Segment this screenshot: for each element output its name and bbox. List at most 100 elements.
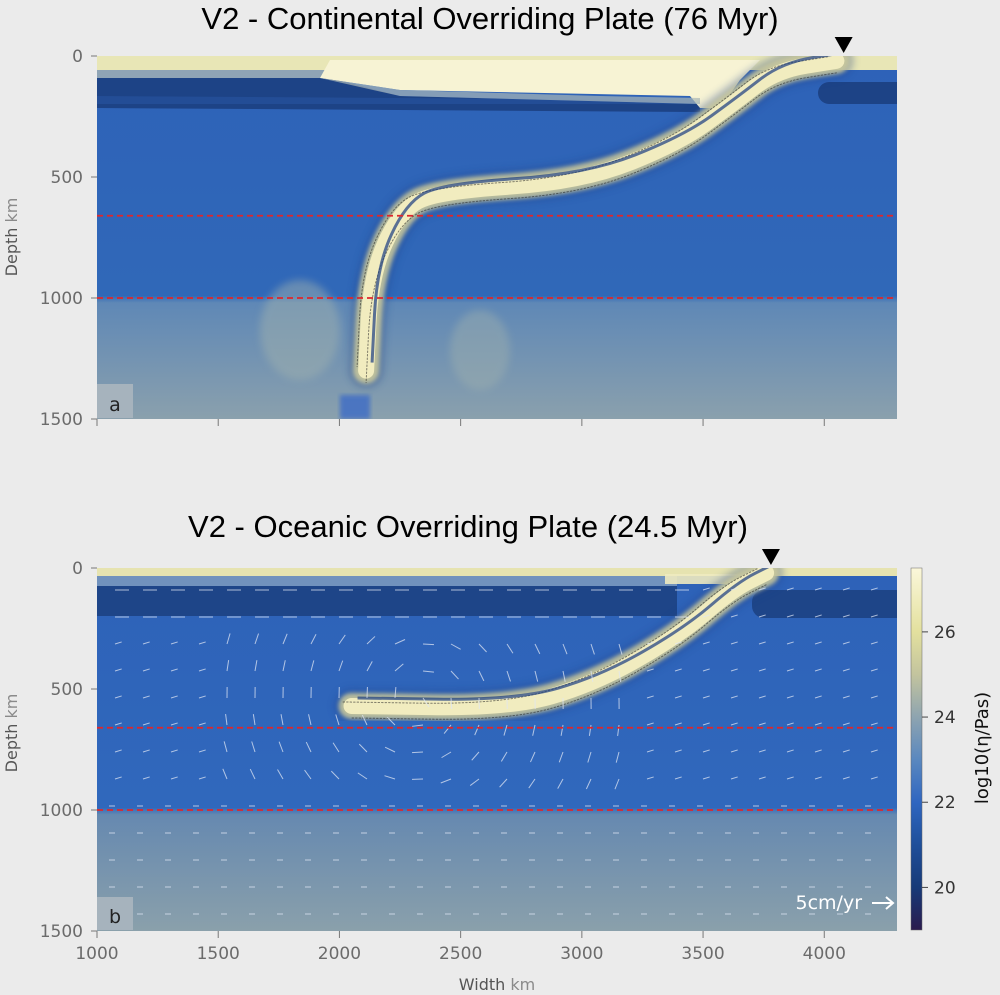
panel-b-mantle-field [97,568,897,931]
velocity-arrow [618,643,623,655]
velocity-arrow [758,614,766,618]
x-tick-label: 3500 [681,944,724,964]
velocity-arrow [310,660,315,672]
velocity-arrow [814,587,822,591]
velocity-arrow [842,695,850,699]
velocity-arrow [870,668,878,672]
velocity-arrow [814,668,822,672]
velocity-arrow [530,751,536,763]
velocity-arrow [114,641,122,645]
velocity-arrow [557,778,564,789]
velocity-arrow [366,636,376,645]
velocity-arrow [114,695,122,699]
velocity-arrow [870,587,878,591]
velocity-arrow [730,722,738,726]
velocity-arrow [332,742,340,753]
velocity-arrow [702,776,710,780]
velocity-arrow [786,695,794,699]
panel-a-weak-layer-right [818,82,897,104]
x-tick-label: 2500 [439,944,482,964]
velocity-arrow [674,776,682,780]
velocity-arrow [114,749,122,753]
velocity-arrow [278,741,284,753]
velocity-arrow [730,749,738,753]
panel-a-plate-base [320,78,700,104]
panel-a-plume-base [340,395,370,419]
velocity-arrow [558,751,564,763]
panel-a-letter-box [97,384,133,418]
velocity-arrow [702,695,710,699]
velocity-arrow [142,695,150,699]
colorbar-tick-label: 24 [934,708,956,728]
slab-top-interface [370,56,833,363]
velocity-arrow [758,695,766,699]
velocity-arrow [702,641,710,645]
panel-a-lithosphere-base [97,70,337,78]
velocity-arrow [280,714,284,726]
panel-b: V2 - Oceanic Overriding Plate (24.5 Myr)… [2,509,897,994]
panel-b-heatmap [97,568,897,931]
velocity-arrow [730,776,738,780]
velocity-arrow [562,670,566,682]
panel-b-weak-layer [97,586,677,616]
velocity-arrow [386,716,396,726]
velocity-arrow [223,741,228,753]
velocity-arrow [384,746,396,753]
velocity-arrow [304,769,312,780]
velocity-arrow [590,670,594,682]
velocity-arrow [305,741,312,753]
velocity-arrow [532,724,536,736]
velocity-arrow [758,749,766,753]
velocity-arrow [142,722,150,726]
velocity-arrow [814,749,822,753]
velocity-arrow [142,668,150,672]
panel-b-overriding-plate [665,574,745,584]
panel-b-letter: b [109,906,121,928]
colorbar-gradient [910,567,923,931]
panel-a-weak-layer-shade [97,96,706,104]
velocity-arrow [674,722,682,726]
velocity-arrow [338,634,346,645]
velocity-arrow [198,749,206,753]
velocity-arrow [198,695,206,699]
panel-b-weak-layer-right [752,590,897,618]
velocity-arrow [814,695,822,699]
velocity-arrow [842,776,850,780]
velocity-arrow [870,722,878,726]
velocity-arrow [506,643,514,654]
velocity-arrow [170,641,178,645]
velocity-arrow [394,639,406,645]
velocity-arrow [560,724,564,736]
velocity-arrow [226,660,230,672]
colorbar-tick-label: 20 [934,878,956,898]
velocity-arrow [249,768,256,780]
velocity-arrow [366,661,373,672]
velocity-arrow [814,641,822,645]
velocity-arrow [225,714,228,726]
velocity-arrow [614,778,620,790]
y-tick-label: 1500 [40,410,83,430]
velocity-arrow [588,724,592,736]
velocity-arrow [358,743,368,753]
velocity-arrow [114,722,122,726]
velocity-arrow [450,670,459,680]
velocity-arrow [870,695,878,699]
velocity-arrow [674,695,682,699]
velocity-arrow [814,722,822,726]
velocity-arrow [842,749,850,753]
velocity-arrow [674,668,682,672]
velocity-arrow [254,633,260,645]
velocity-arrow [870,776,878,780]
velocity-arrow [252,714,256,726]
velocity-arrow [730,587,738,591]
velocity-arrow [469,778,480,786]
velocity-arrow [361,714,368,726]
velocity-arrow [842,587,850,591]
panel-a-ylabel: Depth km [2,198,21,277]
velocity-arrow [646,641,654,645]
colorbar-label: log10(η/Pas) [972,692,993,804]
velocity-arrow [441,751,452,759]
velocity-arrow [338,660,344,672]
velocity-scale-label: 5cm/yr [796,892,863,914]
